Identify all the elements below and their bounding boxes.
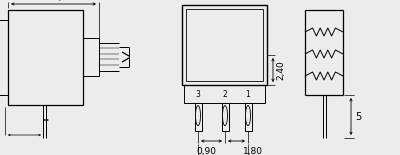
Bar — [83, 38, 99, 76]
Text: 1,80: 1,80 — [243, 147, 263, 155]
Ellipse shape — [246, 106, 250, 126]
Bar — [182, 5, 267, 85]
Ellipse shape — [196, 106, 200, 126]
Text: 2: 2 — [223, 90, 227, 99]
Text: 8,89: 8,89 — [54, 0, 74, 2]
Bar — [195, 103, 202, 131]
Bar — [184, 85, 265, 103]
Bar — [222, 103, 229, 131]
Bar — [0, 20, 8, 95]
Bar — [245, 103, 252, 131]
Ellipse shape — [222, 106, 228, 126]
Bar — [8, 10, 83, 105]
Text: 3: 3 — [196, 90, 200, 99]
Bar — [186, 9, 263, 81]
Text: 2,40: 2,40 — [276, 60, 285, 80]
Text: 0,90: 0,90 — [196, 147, 216, 155]
Text: 1: 1 — [246, 90, 250, 99]
Text: 5: 5 — [355, 111, 361, 122]
